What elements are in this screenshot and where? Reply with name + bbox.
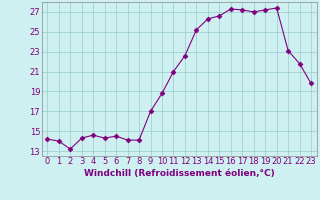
X-axis label: Windchill (Refroidissement éolien,°C): Windchill (Refroidissement éolien,°C): [84, 169, 275, 178]
